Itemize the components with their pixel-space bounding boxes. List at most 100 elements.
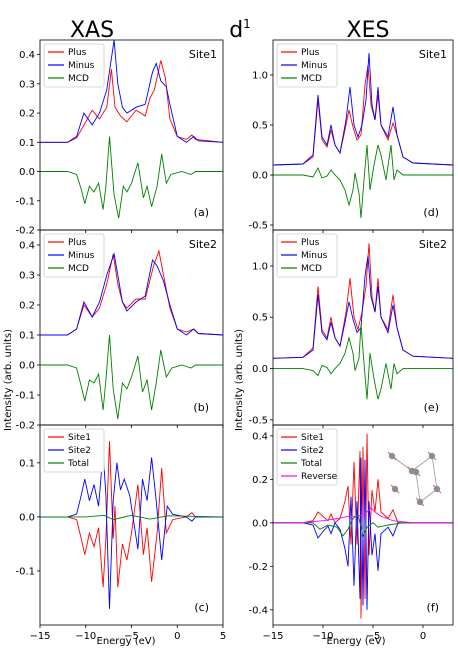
y-tick-label: 0.2 <box>19 301 35 312</box>
series-line-minus <box>273 52 453 166</box>
y-tick-label: 0.4 <box>252 431 268 442</box>
x-tick-label: −5 <box>124 631 139 642</box>
legend-label: Total <box>300 459 322 469</box>
panel-c: 0.1 0.0 -0.1 −15 −10 −5 0 5 Site1 Site2 Total (c) <box>15 424 226 642</box>
y-tick-label: 0.1 <box>19 138 35 149</box>
legend-label: MCD <box>68 74 89 84</box>
series-line-plus <box>40 60 223 143</box>
series-line-site2 <box>40 451 223 609</box>
y-tick-label: 0.0 <box>19 512 35 523</box>
legend-label: Site1 <box>68 433 91 443</box>
y-tick-label: 0.5 <box>252 121 268 132</box>
x-axis-label-left: Energy (eV) <box>97 636 156 647</box>
legend-label: Site2 <box>68 446 91 456</box>
y-tick-label: -0.4 <box>248 605 268 616</box>
legend-label: Minus <box>68 251 95 261</box>
series-line-plus <box>273 64 453 166</box>
legend-label: MCD <box>301 264 322 274</box>
site-label: Site2 <box>189 238 217 251</box>
header-d-sup: 1 <box>243 17 251 31</box>
panel-e: 1.0 0.5 0.0 -0.5 Plus Minus MCD Site2 (e) <box>248 229 454 428</box>
y-tick-label: 0.4 <box>19 241 35 252</box>
y-tick-label: -0.2 <box>15 421 35 432</box>
y-tick-label: -0.5 <box>248 221 268 232</box>
header-d: d <box>229 18 243 43</box>
x-tick-label: −10 <box>312 631 333 642</box>
series-line-mcd <box>40 136 223 219</box>
y-tick-label: 0.0 <box>19 361 35 372</box>
legend-label: Plus <box>68 48 87 58</box>
series-line-reverse <box>273 506 453 524</box>
panel-tag: (b) <box>193 401 209 414</box>
series-line-site1 <box>40 441 223 588</box>
panel-tag: (f) <box>427 601 439 614</box>
legend-label: Plus <box>68 238 87 248</box>
y-tick-label: 0.5 <box>252 313 268 324</box>
y-tick-label: 0.0 <box>252 518 268 529</box>
series-line-site2 <box>273 457 453 610</box>
header-xes: XES <box>347 18 390 43</box>
y-tick-label: 0.2 <box>19 109 35 120</box>
x-tick-label: 0 <box>420 631 426 642</box>
plot-frame <box>272 424 454 626</box>
header-xas: XAS <box>70 18 114 43</box>
panel-d: 1.0 0.5 0.0 -0.5 Plus Minus MCD Site1 (d) <box>248 39 454 233</box>
y-tick-label: 0.0 <box>19 167 35 178</box>
site-label: Site2 <box>419 238 447 251</box>
panel-b: 0.4 0.3 0.2 0.1 0.0 -0.1 -0.2 Plus Minus MCD Site2… <box>15 229 224 432</box>
series-line-mcd <box>273 324 453 400</box>
panel-tag: (a) <box>194 206 209 219</box>
series-line-total <box>40 514 223 521</box>
y-tick-label: 0.1 <box>19 458 35 469</box>
series-line-total <box>273 513 453 538</box>
legend-label: Plus <box>301 48 320 58</box>
y-tick-label: -0.1 <box>15 566 35 577</box>
x-tick-label: −15 <box>262 631 283 642</box>
panel-tag: (c) <box>194 601 209 614</box>
y-tick-label: -0.1 <box>15 391 35 402</box>
legend: Plus Minus MCD <box>43 43 105 88</box>
y-tick-label: -0.2 <box>15 226 35 237</box>
series-line-minus <box>40 40 223 143</box>
legend: Site1 Site2 Total Reverse <box>276 428 338 486</box>
x-tick-label: 0 <box>174 631 180 642</box>
y-tick-label: 1.0 <box>252 71 268 82</box>
panel-a: 0.4 0.3 0.2 0.1 0.0 -0.1 -0.2 Plus Minus MCD Site1… <box>15 39 224 237</box>
x-tick-label: −15 <box>29 631 50 642</box>
panel-tag: (e) <box>424 401 439 414</box>
legend-label: MCD <box>68 264 89 274</box>
x-tick-label: −10 <box>75 631 96 642</box>
site-label: Site1 <box>419 48 447 61</box>
y-tick-label: -0.1 <box>15 196 35 207</box>
legend-label: Minus <box>301 251 328 261</box>
y-tick-label: 0.1 <box>19 331 35 342</box>
lattice-inset-icon <box>387 451 442 507</box>
series-line-site1 <box>273 433 453 619</box>
header-d1: d1 <box>229 17 251 43</box>
y-axis-label-right: Intensity (arb. units) <box>234 329 245 431</box>
legend-label: Site1 <box>301 433 324 443</box>
x-axis-label-right: Energy (eV) <box>327 636 386 647</box>
legend: Plus Minus MCD <box>276 233 338 278</box>
legend-label: Site2 <box>301 446 324 456</box>
y-axis-label-left: Intensity (arb. units) <box>3 329 14 431</box>
legend-label: Total <box>67 459 89 469</box>
y-tick-label: -0.5 <box>248 415 268 426</box>
legend: Plus Minus MCD <box>43 233 105 278</box>
panel-f: 0.4 0.2 0.0 -0.2 -0.4 −15 −10 −5 0 Site1 Site2 Tota… <box>248 424 454 642</box>
legend: Plus Minus MCD <box>276 43 338 88</box>
y-tick-label: 0.2 <box>252 475 268 486</box>
legend: Site1 Site2 Total <box>43 428 105 473</box>
y-tick-label: 0.4 <box>19 50 35 61</box>
y-tick-label: -0.2 <box>248 562 268 573</box>
legend-label: Plus <box>301 238 320 248</box>
site-label: Site1 <box>189 48 217 61</box>
y-tick-label: 0.0 <box>252 364 268 375</box>
series-line-minus <box>273 255 453 359</box>
series-line-mcd <box>273 144 453 219</box>
legend-label: MCD <box>301 74 322 84</box>
y-tick-label: 1.0 <box>252 261 268 272</box>
legend-label: Minus <box>68 61 95 71</box>
series-line-mcd <box>40 334 223 420</box>
